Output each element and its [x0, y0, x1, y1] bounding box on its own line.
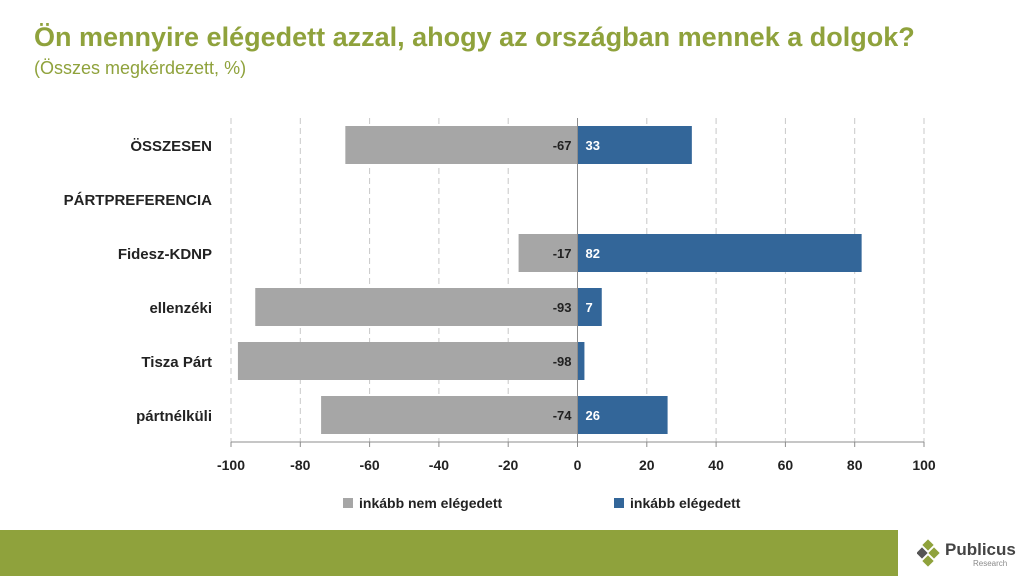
- bar-negative: [345, 126, 578, 164]
- data-label-positive: 26: [586, 408, 600, 423]
- category-label: Tisza Párt: [141, 354, 212, 371]
- x-tick-label: 60: [778, 457, 794, 473]
- x-tick-label: 0: [574, 457, 582, 473]
- data-label-negative: -67: [553, 138, 572, 153]
- x-tick-label: 80: [847, 457, 863, 473]
- legend-swatch: [343, 498, 353, 508]
- legend-label: inkább elégedett: [630, 495, 741, 511]
- category-label: ellenzéki: [149, 300, 212, 317]
- bar-positive: [577, 126, 692, 164]
- x-tick-label: 20: [639, 457, 655, 473]
- bar-positive: [577, 342, 585, 380]
- legend-swatch: [614, 498, 624, 508]
- chart-subtitle: (Összes megkérdezett, %): [34, 58, 247, 78]
- bar-positive: [577, 396, 668, 434]
- data-label-negative: -17: [553, 246, 572, 261]
- x-tick-label: -20: [498, 457, 518, 473]
- data-label-negative: -93: [553, 300, 572, 315]
- bar-positive: [577, 288, 602, 326]
- footer-bar: [0, 530, 898, 576]
- bar-negative: [321, 396, 578, 434]
- data-label-positive: 7: [586, 300, 593, 315]
- data-label-negative: -74: [553, 408, 573, 423]
- logo-text: Publicus: [945, 540, 1016, 559]
- bar-negative: [255, 288, 578, 326]
- category-label: Fidesz-KDNP: [118, 246, 212, 263]
- bar-positive: [577, 234, 862, 272]
- x-tick-label: -40: [429, 457, 449, 473]
- x-tick-label: -80: [290, 457, 310, 473]
- x-tick-label: -60: [359, 457, 379, 473]
- bar-negative: [518, 234, 578, 272]
- x-tick-label: 40: [708, 457, 724, 473]
- x-tick-label: -100: [217, 457, 245, 473]
- data-label-positive: 82: [586, 246, 600, 261]
- diamond-logo-icon: [917, 539, 940, 567]
- category-label: ÖSSZESEN: [130, 138, 212, 155]
- legend-label: inkább nem elégedett: [359, 495, 502, 511]
- data-label-negative: -98: [553, 354, 572, 369]
- chart-title: Ön mennyire elégedett azzal, ahogy az or…: [34, 22, 915, 52]
- logo-subtext: Research: [973, 559, 1008, 568]
- publicus-logo: Publicus Research: [915, 535, 1020, 573]
- bar-chart: -100 -80 -60 -40 -20 0 20 40 60 80 100 ÖSSZESEN -67 3…: [64, 118, 936, 511]
- category-label: pártnélküli: [136, 408, 212, 425]
- x-tick-label: 100: [912, 457, 936, 473]
- bar-negative: [237, 342, 578, 380]
- data-label-positive: 33: [586, 138, 600, 153]
- category-label: PÁRTPREFERENCIA: [64, 192, 213, 209]
